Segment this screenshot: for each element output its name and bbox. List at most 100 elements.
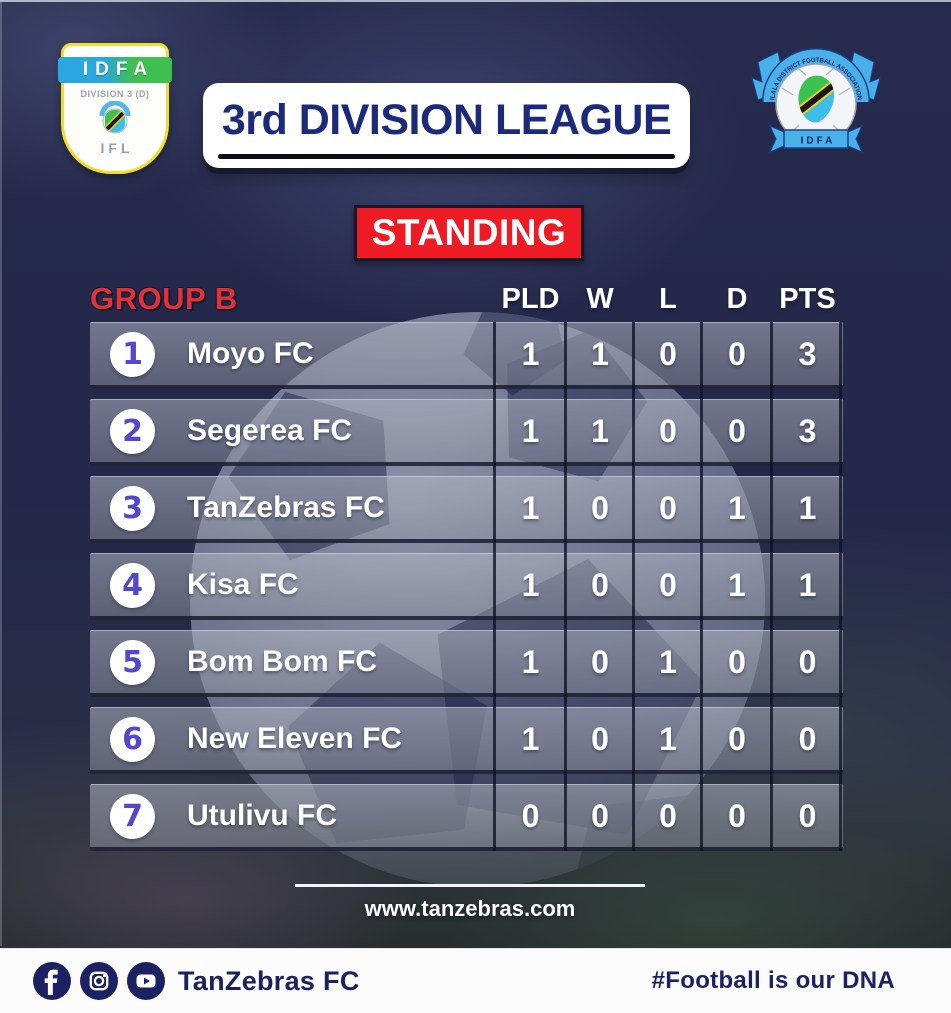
stats-cells: 1 1 0 0 3 — [495, 323, 843, 385]
rank-number: 5 — [122, 644, 143, 680]
standing-banner: STANDING — [354, 205, 584, 261]
stat-w: 0 — [591, 720, 609, 757]
table-row: 7 Utulivu FC 0 0 0 0 0 — [90, 784, 843, 851]
website-url[interactable]: www.tanzebras.com — [364, 896, 576, 921]
rank-badge: 3 — [110, 485, 155, 531]
club-name: TanZebras FC — [178, 965, 360, 996]
instagram-icon[interactable] — [80, 962, 118, 1000]
column-headers: PLD W L D PTS — [495, 281, 843, 317]
rank-badge: 7 — [110, 793, 155, 839]
table-row: 2 Segerea FC 1 1 0 0 3 — [90, 399, 843, 466]
stat-w: 0 — [591, 566, 609, 603]
rank-number: 6 — [122, 721, 143, 757]
stat-pld: 1 — [521, 412, 540, 449]
rank-number: 3 — [122, 490, 143, 526]
column-header-pld: PLD — [501, 282, 560, 315]
column-header-d: D — [726, 282, 748, 315]
idfa-crest-logo: ILALA DISTRICT FOOTBALL ASSOCIATION IDFA — [751, 48, 881, 153]
stat-pld: 1 — [521, 566, 540, 603]
team-name: Kisa FC — [187, 568, 299, 601]
stat-d: 0 — [728, 720, 746, 757]
rank-badge: 5 — [110, 639, 155, 685]
rank-badge: 1 — [110, 331, 155, 377]
stat-l: 1 — [659, 720, 677, 757]
idfa-acronym-strip: IDFA — [58, 57, 172, 83]
stat-d: 0 — [728, 335, 746, 372]
stat-pld: 1 — [521, 643, 540, 680]
team-cell: 7 Utulivu FC — [90, 785, 495, 847]
stat-pts: 0 — [798, 797, 817, 834]
stats-cells: 1 0 1 0 0 — [495, 631, 843, 693]
stat-pld: 1 — [521, 720, 540, 757]
stat-w: 0 — [591, 643, 609, 680]
team-name: New Eleven FC — [187, 722, 403, 755]
stat-l: 0 — [659, 335, 677, 372]
stat-d: 0 — [728, 412, 746, 449]
stat-w: 0 — [591, 489, 609, 526]
standing-label: STANDING — [371, 212, 567, 253]
table-row: 4 Kisa FC 1 0 0 1 1 — [90, 553, 843, 620]
stats-cells: 0 0 0 0 0 — [495, 785, 843, 847]
stats-cells: 1 0 0 1 1 — [495, 477, 843, 539]
rank-badge: 4 — [110, 562, 155, 608]
facebook-icon[interactable] — [33, 962, 71, 1000]
stat-l: 1 — [659, 643, 677, 680]
group-label: GROUP B — [90, 281, 238, 316]
team-cell: 4 Kisa FC — [90, 554, 495, 616]
mini-football-emblem-icon — [99, 101, 131, 134]
stat-pld: 1 — [521, 335, 540, 372]
stats-cells: 1 1 0 0 3 — [495, 400, 843, 462]
stat-pts: 3 — [798, 412, 817, 449]
page-title: 3rd DIVISION LEAGUE — [221, 96, 672, 144]
ifl-label: IFL — [100, 140, 134, 156]
stat-pld: 1 — [521, 489, 540, 526]
stat-d: 0 — [728, 643, 746, 680]
team-name: Utulivu FC — [187, 799, 337, 832]
division-label: DIVISION 3 (D) — [80, 89, 150, 99]
team-cell: 5 Bom Bom FC — [90, 631, 495, 693]
rank-number: 4 — [122, 567, 143, 603]
stat-l: 0 — [659, 797, 677, 834]
standings-table: 1 Moyo FC 1 1 0 0 3 2 Segerea FC 1 1 0 0… — [90, 322, 843, 861]
stat-pts: 0 — [798, 720, 817, 757]
team-cell: 1 Moyo FC — [90, 323, 495, 385]
stat-w: 1 — [591, 335, 609, 372]
stat-d: 1 — [728, 489, 746, 526]
slogan-text: #Football is our DNA — [651, 967, 895, 994]
bottom-bar: TanZebras FC #Football is our DNA — [0, 948, 951, 1013]
table-row: 3 TanZebras FC 1 0 0 1 1 — [90, 476, 843, 543]
rank-number: 2 — [122, 413, 143, 449]
team-name: Segerea FC — [187, 414, 353, 447]
stat-d: 0 — [728, 797, 746, 834]
rank-badge: 6 — [110, 716, 155, 762]
team-name: TanZebras FC — [187, 491, 385, 524]
column-header-pts: PTS — [779, 282, 836, 315]
team-cell: 2 Segerea FC — [90, 400, 495, 462]
stat-l: 0 — [659, 566, 677, 603]
youtube-icon[interactable] — [127, 962, 165, 1000]
rank-number: 7 — [122, 798, 143, 834]
title-banner: 3rd DIVISION LEAGUE — [203, 83, 690, 168]
stat-l: 0 — [659, 489, 677, 526]
stat-pts: 3 — [798, 335, 817, 372]
stat-pts: 1 — [798, 566, 817, 603]
team-name: Moyo FC — [187, 337, 314, 370]
team-cell: 3 TanZebras FC — [90, 477, 495, 539]
table-row: 6 New Eleven FC 1 0 1 0 0 — [90, 707, 843, 774]
table-row: 1 Moyo FC 1 1 0 0 3 — [90, 322, 843, 389]
stat-pts: 0 — [798, 643, 817, 680]
stats-cells: 1 0 0 1 1 — [495, 554, 843, 616]
team-cell: 6 New Eleven FC — [90, 708, 495, 770]
table-row: 5 Bom Bom FC 1 0 1 0 0 — [90, 630, 843, 697]
column-header-l: L — [659, 282, 677, 315]
stat-pld: 0 — [521, 797, 540, 834]
stat-w: 0 — [591, 797, 609, 834]
team-name: Bom Bom FC — [187, 645, 377, 678]
rank-number: 1 — [122, 336, 143, 372]
website-divider-line — [295, 884, 645, 887]
rank-badge: 2 — [110, 408, 155, 454]
column-header-w: W — [586, 282, 614, 315]
stat-pts: 1 — [798, 489, 817, 526]
stat-d: 1 — [728, 566, 746, 603]
